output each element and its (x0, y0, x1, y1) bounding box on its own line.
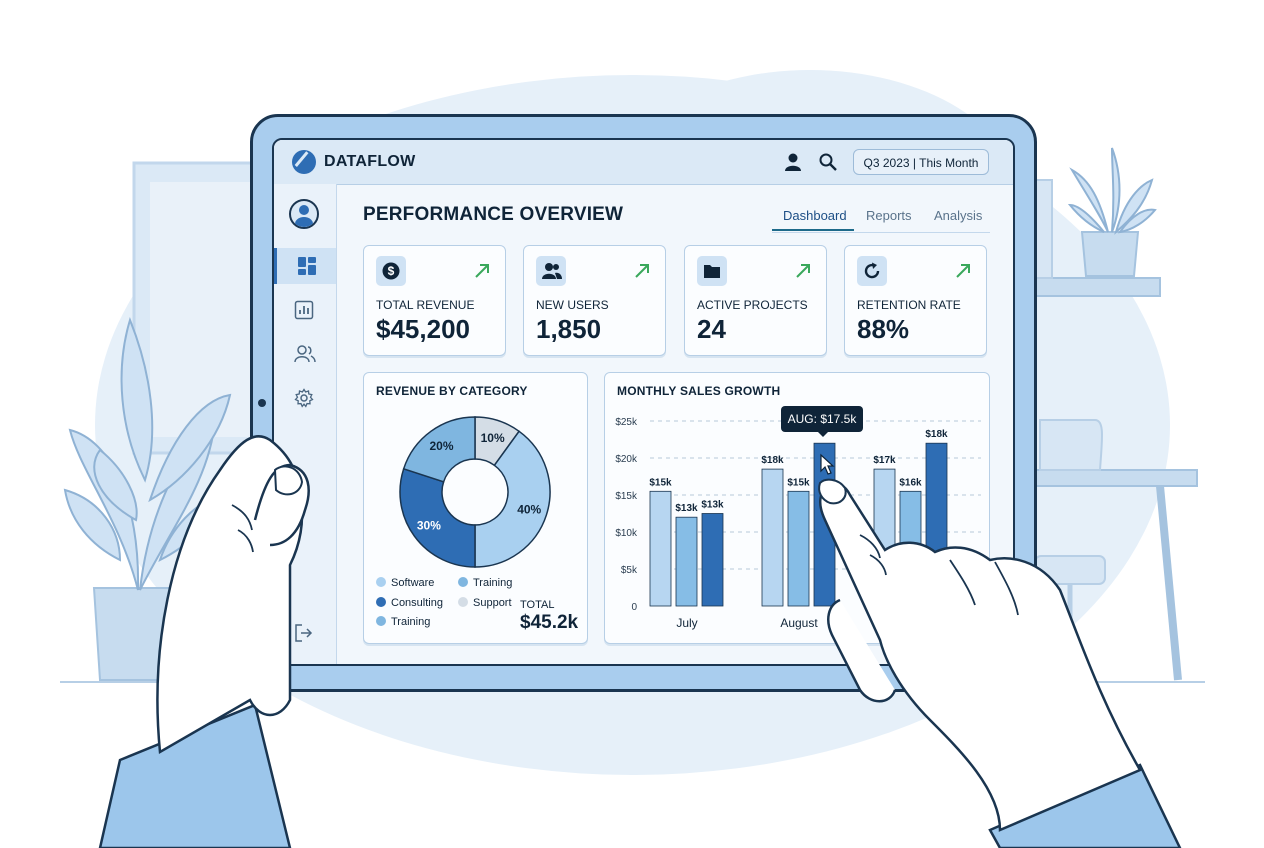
kpi-card-total-revenue[interactable]: $ TOTAL REVENUE $45,200 (363, 245, 506, 356)
page-title: PERFORMANCE OVERVIEW (363, 204, 624, 225)
kpi-label: RETENTION RATE (857, 298, 961, 312)
brand-name: DATAFLOW (324, 153, 416, 170)
sidebar-item-settings[interactable] (274, 380, 336, 416)
settings-gear-icon (294, 388, 314, 408)
tablet-camera (258, 399, 266, 407)
sidebar-item-dashboard[interactable] (274, 248, 336, 284)
legend-item: Support (458, 597, 512, 609)
folder-icon (704, 265, 720, 278)
sidebar-item-reports[interactable] (274, 292, 336, 328)
total-value: $45.2k (520, 612, 579, 633)
avatar[interactable] (289, 199, 319, 229)
sidebar-item-logout[interactable] (274, 615, 336, 651)
bar[interactable] (649, 490, 672, 607)
bar-value-label: $13k (675, 503, 698, 514)
bar-value-label: $18k (761, 455, 784, 466)
y-tick-label: 0 (631, 602, 637, 613)
tab-analysis[interactable]: Analysis (934, 208, 983, 223)
users-icon (294, 345, 316, 363)
trend-up-icon (956, 264, 970, 278)
revenue-donut-chart[interactable]: 10% 40% 30% 20% (390, 407, 560, 577)
y-tick-label: $20k (615, 454, 638, 465)
kpi-card-retention-rate[interactable]: RETENTION RATE 88% (844, 245, 987, 356)
y-tick-label: $25k (615, 417, 638, 428)
svg-text:$: $ (388, 264, 395, 278)
monthly-sales-bar-chart[interactable]: 0 $5k $10k $15k $20k $25k $15k $13k $13k July $18k… (605, 373, 989, 643)
donut-slice-label: 30% (417, 519, 441, 533)
period-selector[interactable]: Q3 2023 | This Month (853, 149, 989, 175)
bar-value-label: $15k (787, 477, 810, 488)
kpi-icon-tile (536, 256, 566, 286)
donut-slice-label: 40% (517, 503, 541, 517)
panel-title: REVENUE BY CATEGORY (376, 384, 528, 398)
kpi-value: 88% (857, 314, 910, 344)
kpi-icon-tile (697, 256, 727, 286)
bar[interactable] (761, 468, 784, 607)
tab-dashboard[interactable]: Dashboard (783, 208, 847, 223)
donut-slice-label: 10% (481, 431, 505, 445)
bar-value-label: $15k (649, 477, 672, 488)
kpi-label: NEW USERS (536, 298, 609, 312)
total-label: TOTAL (520, 599, 555, 611)
donut-slice[interactable] (474, 430, 551, 568)
refresh-icon (864, 262, 880, 279)
panel-title: MONTHLY SALES GROWTH (617, 384, 781, 398)
trend-up-icon (796, 264, 810, 278)
trend-up-icon (635, 264, 649, 278)
active-tab-indicator (772, 229, 854, 231)
users-icon (542, 263, 562, 279)
bar[interactable] (787, 490, 810, 607)
kpi-card-new-users[interactable]: NEW USERS 1,850 (523, 245, 666, 356)
legend-item: Consulting (376, 597, 443, 609)
bar-value-label: $17k (873, 455, 896, 466)
legend-item: Software (376, 577, 434, 589)
y-tick-label: $15k (615, 491, 638, 502)
logo-icon (292, 150, 316, 174)
reports-chart-icon (294, 300, 314, 320)
app-screen: DATAFLOW Q3 2023 | This Month (272, 138, 1015, 666)
dashboard-icon (298, 257, 316, 275)
mouse-cursor-icon (820, 453, 835, 475)
search-icon[interactable] (818, 152, 838, 172)
donut-slice[interactable] (399, 467, 476, 568)
revenue-by-category-panel: REVENUE BY CATEGORY 10% 40% 30% 20% Softwar… (363, 372, 588, 644)
x-category-label: July (676, 616, 697, 630)
y-tick-label: $5k (621, 565, 638, 576)
legend-item: Training (376, 616, 430, 628)
tab-bar: Dashboard Reports Analysis (772, 204, 990, 233)
bar-tooltip: AUG: $17.5k (781, 406, 863, 437)
top-bar: DATAFLOW Q3 2023 | This Month (274, 140, 1013, 185)
kpi-icon-tile (857, 256, 887, 286)
bar-value-label: $13k (701, 500, 724, 511)
kpi-card-active-projects[interactable]: ACTIVE PROJECTS 24 (684, 245, 827, 356)
logout-icon (295, 624, 313, 642)
legend-item: Training (458, 577, 512, 589)
monthly-sales-growth-panel: MONTHLY SALES GROWTH 0 $5k $10k $15k $20k $25… (604, 372, 990, 644)
donut-slice-label: 20% (429, 439, 453, 453)
tab-reports[interactable]: Reports (866, 208, 912, 223)
bar-value-label: $16k (899, 477, 922, 488)
dollar-icon: $ (382, 262, 400, 280)
y-tick-label: $10k (615, 528, 638, 539)
kpi-icon-tile: $ (376, 256, 406, 286)
bar-value-label: $18k (925, 429, 948, 440)
sidebar-item-users[interactable] (274, 336, 336, 372)
bar[interactable] (675, 516, 698, 607)
trend-up-icon (475, 264, 489, 278)
kpi-value: $45,200 (376, 314, 470, 344)
kpi-label: ACTIVE PROJECTS (697, 298, 808, 312)
kpi-label: TOTAL REVENUE (376, 298, 475, 312)
donut-slice[interactable] (402, 416, 476, 483)
x-category-label: August (780, 616, 818, 630)
user-profile-icon[interactable] (783, 152, 803, 172)
bar[interactable] (701, 513, 724, 607)
kpi-value: 24 (697, 314, 726, 344)
kpi-value: 1,850 (536, 314, 602, 344)
